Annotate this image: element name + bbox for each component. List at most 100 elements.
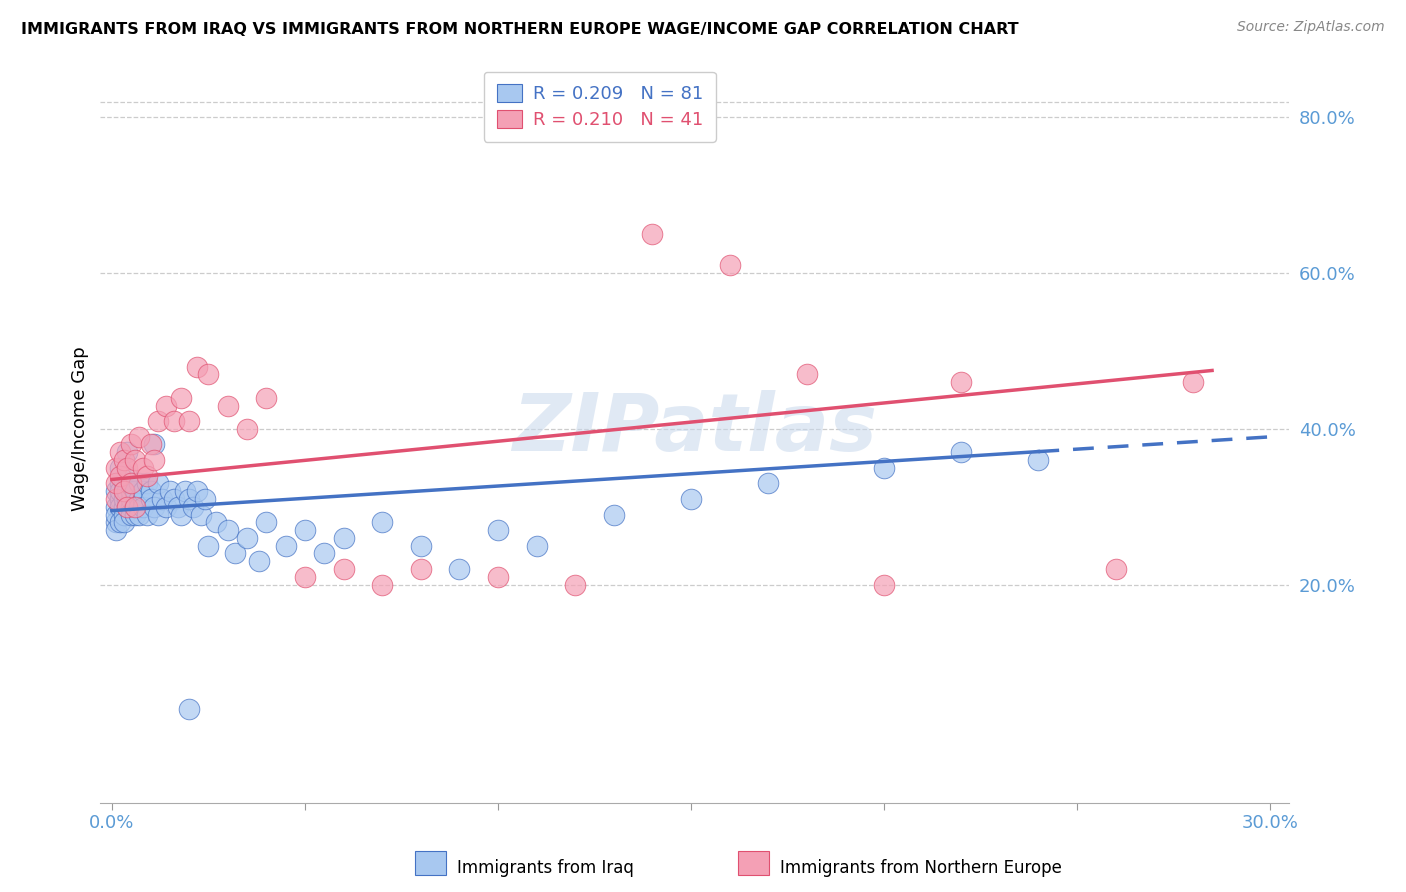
- Point: [254, 516, 277, 530]
- Y-axis label: Wage/Income Gap: Wage/Income Gap: [72, 346, 89, 511]
- Point: [124, 453, 146, 467]
- Point: [332, 562, 354, 576]
- Point: [294, 570, 316, 584]
- Point: [117, 500, 139, 514]
- Point: [139, 491, 162, 506]
- Point: [873, 460, 896, 475]
- Point: [104, 516, 127, 530]
- Point: [112, 453, 135, 467]
- Point: [120, 500, 142, 514]
- Point: [179, 491, 201, 506]
- Point: [1104, 562, 1126, 576]
- Point: [108, 468, 131, 483]
- Point: [132, 491, 155, 506]
- Point: [150, 491, 173, 506]
- Point: [132, 484, 155, 499]
- Point: [155, 399, 177, 413]
- Text: Immigrants from Iraq: Immigrants from Iraq: [457, 859, 634, 877]
- Point: [155, 500, 177, 514]
- Point: [135, 476, 157, 491]
- Point: [332, 531, 354, 545]
- Point: [108, 491, 131, 506]
- Point: [120, 508, 142, 522]
- Point: [128, 430, 150, 444]
- Point: [117, 491, 139, 506]
- Point: [641, 227, 664, 242]
- Point: [128, 508, 150, 522]
- Point: [371, 577, 394, 591]
- Point: [174, 484, 197, 499]
- Point: [159, 484, 181, 499]
- Point: [108, 460, 131, 475]
- Point: [143, 437, 166, 451]
- Point: [124, 500, 146, 514]
- Point: [108, 516, 131, 530]
- Point: [139, 437, 162, 451]
- Point: [1028, 453, 1050, 467]
- Point: [294, 523, 316, 537]
- Point: [148, 508, 170, 522]
- Text: IMMIGRANTS FROM IRAQ VS IMMIGRANTS FROM NORTHERN EUROPE WAGE/INCOME GAP CORRELAT: IMMIGRANTS FROM IRAQ VS IMMIGRANTS FROM …: [21, 22, 1019, 37]
- Point: [104, 523, 127, 537]
- Point: [104, 476, 127, 491]
- Point: [124, 508, 146, 522]
- Point: [179, 414, 201, 428]
- Point: [104, 484, 127, 499]
- Point: [371, 516, 394, 530]
- Point: [117, 445, 139, 459]
- Point: [128, 500, 150, 514]
- Point: [197, 368, 219, 382]
- Point: [756, 476, 779, 491]
- Point: [108, 484, 131, 499]
- Point: [132, 460, 155, 475]
- Point: [205, 516, 228, 530]
- Point: [112, 516, 135, 530]
- Point: [181, 500, 204, 514]
- Point: [135, 468, 157, 483]
- Point: [449, 562, 471, 576]
- Point: [117, 468, 139, 483]
- Point: [679, 491, 702, 506]
- Point: [108, 445, 131, 459]
- Point: [112, 491, 135, 506]
- Point: [217, 523, 239, 537]
- Point: [217, 399, 239, 413]
- Point: [163, 414, 186, 428]
- Point: [236, 531, 259, 545]
- Point: [112, 500, 135, 514]
- Point: [197, 539, 219, 553]
- Point: [224, 546, 246, 560]
- Point: [108, 500, 131, 514]
- Point: [194, 491, 217, 506]
- Legend: R = 0.209   N = 81, R = 0.210   N = 41: R = 0.209 N = 81, R = 0.210 N = 41: [484, 71, 716, 142]
- Point: [526, 539, 548, 553]
- Point: [409, 539, 432, 553]
- Point: [117, 484, 139, 499]
- Point: [186, 359, 208, 374]
- Point: [148, 414, 170, 428]
- Point: [112, 476, 135, 491]
- Point: [104, 508, 127, 522]
- Point: [148, 476, 170, 491]
- Point: [124, 500, 146, 514]
- Text: Source: ZipAtlas.com: Source: ZipAtlas.com: [1237, 20, 1385, 34]
- Point: [254, 391, 277, 405]
- Point: [314, 546, 336, 560]
- Text: Immigrants from Northern Europe: Immigrants from Northern Europe: [780, 859, 1062, 877]
- Point: [873, 577, 896, 591]
- Point: [950, 445, 973, 459]
- Point: [1181, 375, 1204, 389]
- Point: [603, 508, 626, 522]
- Point: [120, 476, 142, 491]
- Point: [190, 508, 212, 522]
- Point: [108, 476, 131, 491]
- Point: [166, 500, 188, 514]
- Point: [120, 476, 142, 491]
- Point: [104, 460, 127, 475]
- Point: [128, 476, 150, 491]
- Point: [170, 391, 193, 405]
- Point: [120, 484, 142, 499]
- Point: [186, 484, 208, 499]
- Point: [124, 484, 146, 499]
- Point: [796, 368, 818, 382]
